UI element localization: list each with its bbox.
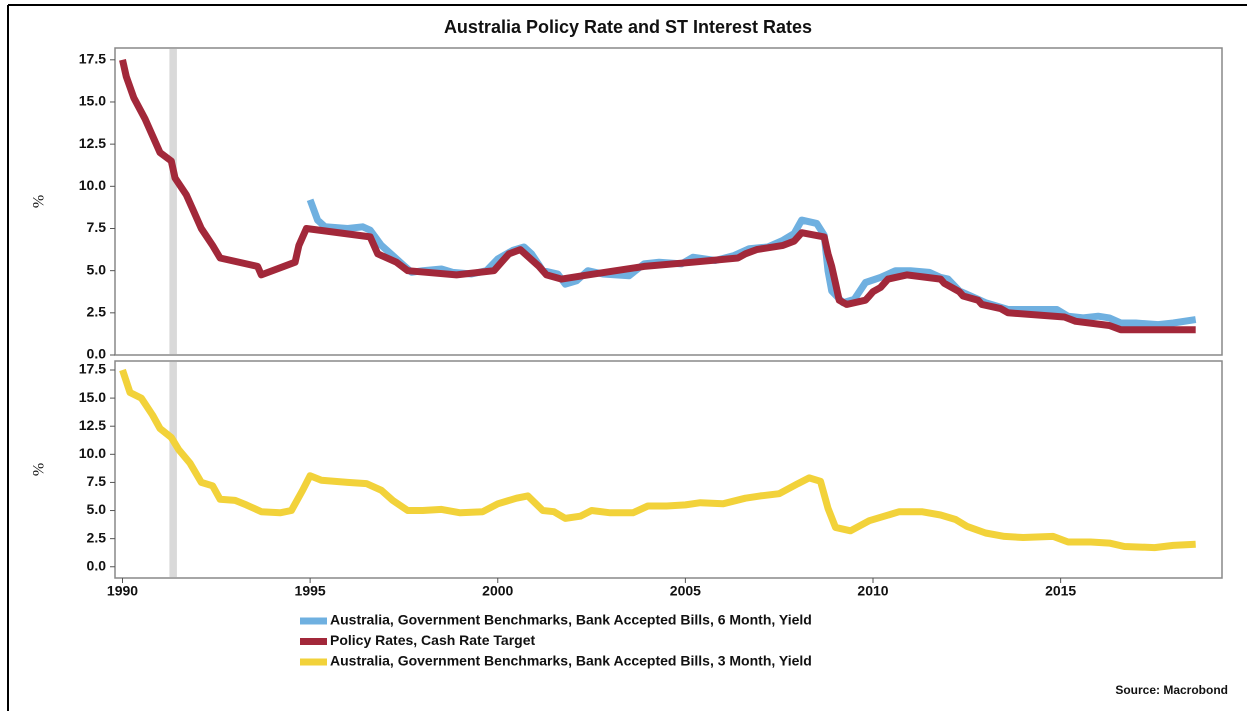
- y-tick-label: 7.5: [87, 219, 107, 235]
- chart-title: Australia Policy Rate and ST Interest Ra…: [444, 17, 812, 37]
- legend-label: Australia, Government Benchmarks, Bank A…: [330, 653, 812, 669]
- y-tick-label: 15.0: [79, 93, 106, 109]
- line-series: [306, 198, 1197, 329]
- plot-area: [114, 360, 1223, 579]
- y-tick-label: 17.5: [79, 361, 106, 377]
- y-tick-label: 0.0: [87, 346, 107, 362]
- line-series: [119, 368, 1196, 552]
- x-tick-label: 2015: [1045, 583, 1076, 599]
- shaded-period: [169, 49, 177, 354]
- y-tick-label: 5.0: [87, 501, 107, 517]
- y-tick-label: 12.5: [79, 135, 106, 151]
- x-tick-label: 2000: [482, 583, 513, 599]
- y-tick-label: 7.5: [87, 473, 107, 489]
- source: Source: Macrobond: [1115, 683, 1228, 697]
- y-tick-label: 15.0: [79, 389, 106, 405]
- plot-area: [114, 47, 1223, 356]
- y-axis-label: %: [31, 195, 48, 208]
- line-series: [119, 59, 1196, 334]
- y-tick-label: 10.0: [79, 445, 106, 461]
- legend-label: Policy Rates, Cash Rate Target: [330, 632, 535, 648]
- x-tick-label: 2005: [670, 583, 701, 599]
- y-tick-label: 0.0: [87, 557, 107, 573]
- shaded-period: [169, 362, 177, 577]
- y-tick-label: 2.5: [87, 304, 107, 320]
- y-tick-label: 5.0: [87, 261, 107, 277]
- y-axis-label: %: [31, 463, 48, 476]
- y-tick-label: 10.0: [79, 177, 106, 193]
- x-tick-label: 1990: [107, 583, 138, 599]
- legend-label: Australia, Government Benchmarks, Bank A…: [330, 612, 812, 628]
- x-tick-label: 2010: [857, 583, 888, 599]
- y-tick-label: 12.5: [79, 417, 106, 433]
- x-tick-label: 1995: [295, 583, 326, 599]
- y-tick-label: 17.5: [79, 51, 106, 67]
- y-tick-label: 2.5: [87, 529, 107, 545]
